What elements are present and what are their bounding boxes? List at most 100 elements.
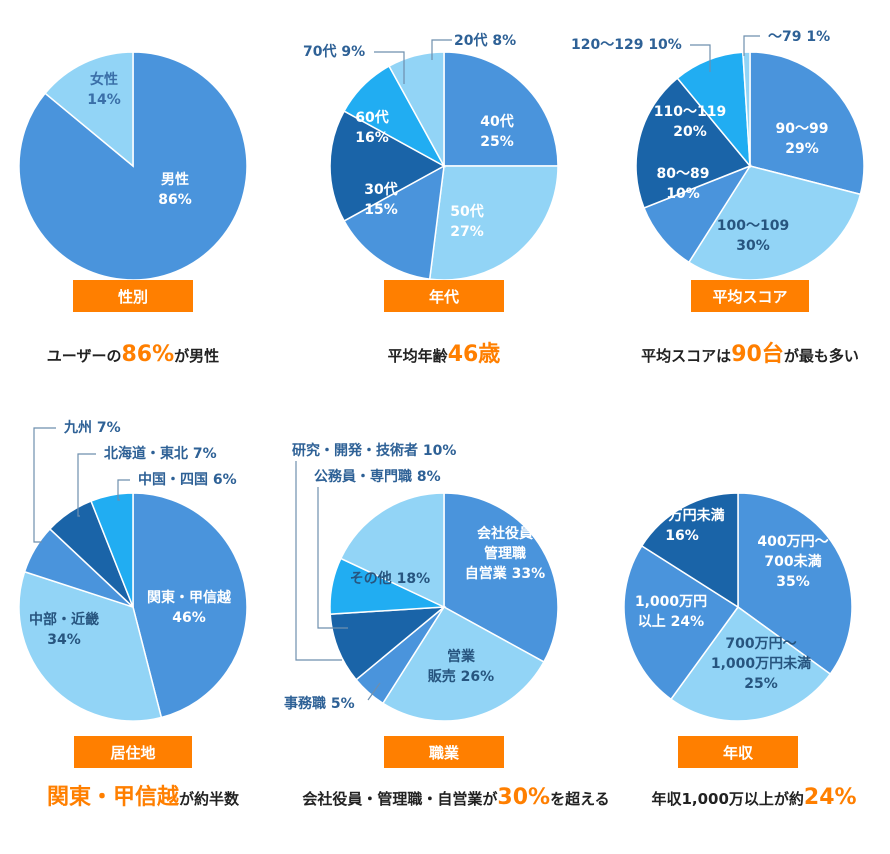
slice-label-line: 自営業 33% — [465, 565, 545, 582]
slice-label-line: 46% — [172, 610, 206, 626]
pie-slice — [343, 164, 445, 280]
summary-highlight: 24% — [804, 785, 857, 810]
pie-slice — [381, 606, 545, 722]
pie-slice — [623, 544, 740, 701]
slice-label: 1,000万円以上 24% — [635, 594, 707, 630]
summary-text: が最も多い — [784, 347, 859, 365]
pie-slice — [737, 492, 853, 676]
slice-label-line: 25% — [480, 134, 514, 150]
pie-slice — [329, 110, 446, 222]
slice-label-line: 400万円〜 — [757, 534, 828, 550]
slice-label-line: 10% — [666, 186, 700, 202]
pie-slice — [443, 51, 559, 167]
slice-label-line: 中国・四国 6% — [138, 471, 237, 488]
chart-title: 年収 — [723, 744, 754, 762]
pie-slice — [388, 51, 445, 167]
chart-summary: 年収1,000万以上が約24% — [651, 785, 856, 810]
slice-label-line: 35% — [776, 574, 810, 590]
pie-slice — [643, 164, 752, 264]
slice-label-line: 関東・甲信越 — [147, 589, 232, 606]
slice-label-line: 男性 — [161, 171, 189, 188]
leader-line — [317, 487, 348, 629]
pie-slice — [676, 51, 751, 169]
slice-label-line: 中部・近畿 — [29, 611, 99, 628]
slice-label-line: 30代 — [364, 181, 397, 198]
summary-text: ユーザーの — [47, 347, 122, 365]
pie-chart-5: 会社役員管理職自営業 33% 営業販売 26% 事務職 5% 研究・開発・技術者 10… — [284, 442, 610, 810]
slice-label-line: 16% — [665, 528, 699, 544]
slice-label-line: 16% — [355, 130, 389, 146]
slice-label: 九州 7% — [63, 420, 121, 436]
slice-label-line: 〜79 1% — [768, 29, 830, 45]
summary-highlight: 86% — [122, 342, 175, 367]
slice-label: 中部・近畿 34% — [29, 611, 99, 648]
slice-label-line: 管理職 — [484, 545, 526, 562]
pie-chart-2: 40代 25%50代 27%30代 15%60代 16%70代 9%20代 8%年代平均… — [303, 32, 559, 367]
slice-label: 60代 16% — [355, 109, 389, 146]
pie-chart-6: 400万円〜 700未満 35% 700万円〜 1,000万円未満 25% 1,000万円以… — [623, 492, 857, 810]
summary-highlight: 30% — [497, 785, 550, 810]
pie-slice — [44, 51, 134, 168]
slice-label: 北海道・東北 7% — [104, 445, 217, 462]
slice-label: 営業販売 26% — [428, 648, 494, 685]
pie-slice — [339, 492, 445, 609]
summary-text: を超える — [550, 790, 610, 808]
slice-label: 関東・甲信越 46% — [147, 589, 232, 626]
leader-line — [117, 479, 130, 501]
slice-label-line: 25% — [744, 676, 778, 692]
slice-label: 男性 86% — [158, 171, 192, 208]
slice-label-line: 700万円〜 — [725, 636, 796, 652]
pie-slice — [90, 492, 134, 608]
pie-slice — [329, 606, 447, 681]
pie-slice — [18, 570, 163, 722]
slice-label-line: 研究・開発・技術者 10% — [292, 442, 456, 459]
chart-summary: 平均年齢46歳 — [388, 342, 501, 367]
slice-label-line: 20代 8% — [454, 32, 516, 49]
summary-text: 年収1,000万以上が約 — [651, 790, 803, 808]
pie-slice — [635, 77, 752, 209]
slice-label: 80〜89 10% — [657, 166, 710, 202]
leader-line — [374, 51, 405, 84]
pie-chart-3: 90〜99 29% 100〜109 30% 80〜89 10% 110〜119 20% 120〜… — [571, 29, 865, 367]
leader-line — [367, 682, 381, 701]
slice-label-line: 15% — [364, 202, 398, 218]
slice-label-line: 1,000万円 — [635, 594, 707, 610]
slice-label: 100〜109 30% — [717, 218, 789, 254]
summary-highlight: 90台 — [731, 341, 784, 367]
slice-label: 700万円〜 1,000万円未満 25% — [711, 636, 811, 692]
slice-label-line: 70代 9% — [303, 43, 365, 60]
slice-label-line: 29% — [785, 141, 819, 157]
summary-text: が約半数 — [179, 790, 240, 808]
slice-label-line: 以上 24% — [638, 614, 704, 630]
slice-label: 20代 8% — [454, 32, 516, 49]
summary-highlight: 46歳 — [448, 342, 501, 367]
slice-label-line: 90〜99 — [776, 121, 829, 137]
slice-label: 400万円〜 700未満 35% — [757, 534, 828, 590]
pie-slice — [428, 165, 559, 281]
slice-label-line: 27% — [450, 224, 484, 240]
slice-label-line: 30% — [736, 238, 770, 254]
slice-label: 110〜119 20% — [654, 104, 726, 140]
chart-title: 職業 — [429, 744, 460, 762]
slice-label-line: 九州 7% — [63, 420, 121, 436]
slice-label-line: 会社役員 — [477, 525, 533, 542]
slice-label-line: 公務員・専門職 8% — [314, 468, 441, 485]
chart-title-badge — [74, 736, 192, 768]
leader-line — [295, 461, 342, 661]
chart-title: 年代 — [429, 288, 459, 306]
leader-line — [690, 44, 711, 72]
slice-label: 公務員・専門職 8% — [314, 468, 441, 485]
pie-slice — [640, 492, 739, 609]
chart-title: 平均スコア — [712, 288, 787, 306]
pie-slice — [443, 492, 559, 663]
chart-title-badge — [678, 736, 798, 768]
pie-slice — [687, 165, 862, 281]
leader-line — [77, 453, 96, 517]
leader-line — [33, 427, 56, 543]
slice-label: 会社役員管理職自営業 33% — [465, 525, 545, 582]
slice-label-line: 販売 26% — [428, 668, 494, 685]
summary-text: 平均年齢 — [388, 347, 449, 365]
chart-summary: 平均スコアは90台が最も多い — [641, 341, 859, 367]
slice-label-line: 20% — [673, 124, 707, 140]
